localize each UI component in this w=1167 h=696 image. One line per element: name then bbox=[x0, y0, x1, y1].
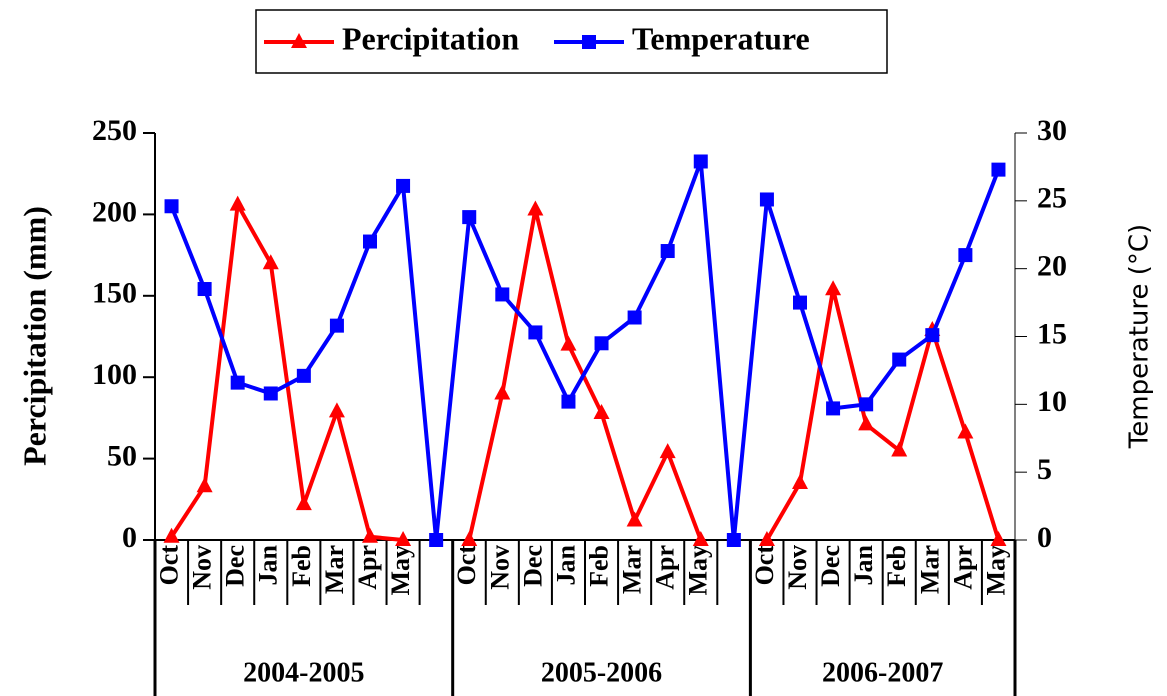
x-tick-label: May bbox=[386, 545, 415, 596]
square-marker bbox=[197, 282, 212, 297]
y2-tick-label: 15 bbox=[1037, 317, 1067, 350]
y2-axis-title: Temperature (°C) bbox=[1125, 224, 1155, 449]
x-tick-label: Jan bbox=[254, 544, 283, 585]
x-tick-label: May bbox=[981, 545, 1010, 596]
triangle-marker bbox=[990, 531, 1007, 546]
square-marker bbox=[627, 310, 642, 325]
x-tick-label: Oct bbox=[155, 545, 184, 586]
triangle-marker bbox=[659, 443, 676, 459]
legend-label: Temperature bbox=[632, 20, 810, 56]
triangle-marker bbox=[494, 384, 511, 400]
x-tick-label: Mar bbox=[320, 545, 349, 594]
x-tick-label: Feb bbox=[287, 545, 316, 587]
x-tick-label: Jan bbox=[849, 544, 878, 585]
y2-tick-label: 25 bbox=[1037, 182, 1067, 215]
triangle-marker bbox=[527, 200, 544, 216]
triangle-marker bbox=[395, 531, 412, 546]
series-line bbox=[169, 159, 1001, 542]
x-tick-label: Nov bbox=[485, 545, 514, 590]
x-tick-label: Apr bbox=[948, 545, 977, 590]
y2-tick-label: 20 bbox=[1037, 250, 1067, 283]
x-tick-label: Apr bbox=[651, 545, 680, 590]
x-tick-label: Dec bbox=[518, 545, 547, 587]
legend-label: Percipitation bbox=[342, 20, 519, 56]
x-tick-label: Mar bbox=[915, 545, 944, 594]
triangle-marker bbox=[957, 423, 974, 439]
square-marker bbox=[759, 192, 774, 207]
triangle-marker bbox=[291, 33, 307, 48]
x-tick-label: Oct bbox=[750, 545, 779, 586]
y2-tick-label: 0 bbox=[1037, 521, 1052, 554]
triangle-marker bbox=[560, 335, 577, 351]
square-marker bbox=[826, 401, 841, 416]
group-label: 2005-2006 bbox=[541, 657, 662, 688]
group-label: 2006-2007 bbox=[822, 657, 943, 688]
square-marker bbox=[991, 162, 1006, 177]
y-tick-label: 50 bbox=[107, 439, 137, 472]
square-marker bbox=[958, 248, 973, 263]
square-marker bbox=[892, 352, 907, 367]
triangle-marker bbox=[328, 402, 345, 418]
square-marker bbox=[263, 386, 278, 401]
y-tick-label: 250 bbox=[92, 114, 137, 147]
x-tick-label: Jan bbox=[551, 544, 580, 585]
y-axis-title: Percipitation (mm) bbox=[16, 206, 52, 466]
triangle-marker bbox=[792, 474, 808, 490]
square-marker bbox=[693, 154, 708, 169]
triangle-marker bbox=[891, 441, 908, 457]
x-tick-label: Nov bbox=[188, 545, 217, 590]
y-tick-label: 100 bbox=[92, 358, 137, 391]
y-tick-label: 200 bbox=[92, 195, 137, 228]
square-marker bbox=[925, 328, 940, 343]
square-marker bbox=[363, 234, 377, 249]
x-tick-label: Nov bbox=[783, 545, 812, 590]
x-tick-label: Dec bbox=[221, 545, 250, 587]
triangle-marker bbox=[461, 531, 478, 546]
triangle-marker bbox=[196, 477, 213, 493]
x-tick-label: Feb bbox=[882, 545, 911, 587]
square-marker bbox=[396, 178, 411, 193]
square-marker bbox=[582, 35, 596, 49]
square-marker bbox=[495, 287, 510, 302]
square-marker bbox=[726, 533, 741, 547]
square-marker bbox=[164, 199, 179, 214]
x-tick-label: May bbox=[684, 545, 713, 596]
triangle-marker bbox=[262, 254, 279, 270]
triangle-marker bbox=[825, 280, 842, 296]
square-marker bbox=[660, 244, 675, 259]
square-marker bbox=[296, 368, 311, 383]
triangle-marker bbox=[593, 404, 610, 420]
square-marker bbox=[594, 336, 609, 351]
triangle-marker bbox=[163, 527, 180, 543]
triangle-marker bbox=[758, 531, 775, 546]
y2-tick-label: 10 bbox=[1037, 385, 1067, 418]
x-tick-label: Feb bbox=[585, 545, 614, 587]
triangle-marker bbox=[692, 531, 709, 546]
square-marker bbox=[793, 295, 807, 310]
square-marker bbox=[329, 318, 344, 333]
triangle-marker bbox=[858, 415, 875, 431]
triangle-marker bbox=[362, 527, 378, 543]
square-marker bbox=[230, 375, 245, 390]
triangle-marker bbox=[626, 511, 643, 527]
x-tick-label: Oct bbox=[452, 545, 481, 586]
triangle-marker bbox=[295, 495, 312, 511]
square-marker bbox=[528, 325, 543, 340]
legend-box bbox=[255, 9, 888, 74]
square-marker bbox=[429, 533, 444, 547]
square-marker bbox=[859, 397, 874, 412]
y2-tick-label: 5 bbox=[1037, 453, 1052, 486]
square-marker bbox=[561, 394, 576, 409]
triangle-marker bbox=[229, 195, 246, 211]
x-tick-label: Dec bbox=[816, 545, 845, 587]
y-tick-label: 0 bbox=[122, 521, 137, 554]
x-tick-label: Apr bbox=[353, 545, 382, 590]
group-label: 2004-2005 bbox=[243, 657, 364, 688]
square-marker bbox=[462, 210, 477, 225]
x-tick-label: Mar bbox=[618, 545, 647, 594]
y-tick-label: 150 bbox=[92, 277, 137, 310]
y2-tick-label: 30 bbox=[1037, 114, 1067, 147]
